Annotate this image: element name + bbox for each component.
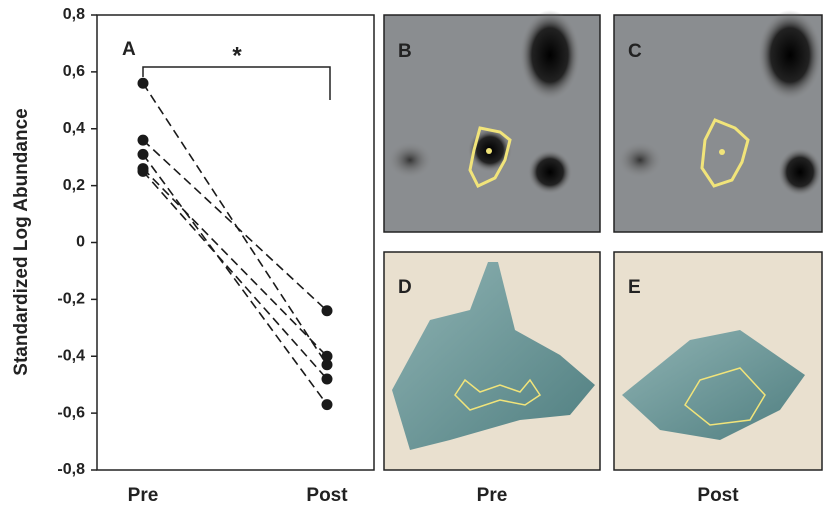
data-point: [322, 351, 333, 362]
data-point: [322, 374, 333, 385]
data-point: [138, 166, 149, 177]
y-tick-label: -0,4: [57, 347, 85, 364]
x-tick-label: Pre: [128, 485, 159, 506]
y-tick-label: -0,2: [57, 291, 85, 308]
significance-star: *: [232, 42, 242, 69]
panel-caption: Pre: [477, 485, 508, 506]
panel-caption: Post: [697, 485, 739, 506]
panel-label: E: [628, 277, 641, 298]
panel-label: B: [398, 41, 412, 62]
panel-label: A: [122, 39, 136, 60]
data-point: [322, 399, 333, 410]
panel-label: D: [398, 277, 412, 298]
panel-label: C: [628, 41, 642, 62]
y-tick-label: 0: [76, 234, 85, 251]
y-tick-label: 0,8: [63, 6, 85, 23]
y-tick-label: -0,8: [57, 461, 85, 478]
x-tick-label: Post: [306, 485, 348, 506]
y-tick-label: 0,4: [63, 120, 85, 137]
y-tick-label: 0,2: [63, 177, 85, 194]
data-point: [138, 149, 149, 160]
y-tick-label: -0,6: [57, 404, 85, 421]
data-point: [138, 78, 149, 89]
y-tick-label: 0,6: [63, 63, 85, 80]
data-point: [138, 135, 149, 146]
surface-plot-e: [614, 252, 822, 470]
gel-image-b: [384, 10, 600, 232]
y-axis-label: Standardized Log Abundance: [11, 108, 32, 375]
surface-plot-d: [384, 252, 600, 470]
data-point: [322, 305, 333, 316]
figure: A * Standardized Log Abundance -0,8 -0,6 -…: [0, 0, 824, 509]
gel-image-c: [614, 10, 822, 232]
